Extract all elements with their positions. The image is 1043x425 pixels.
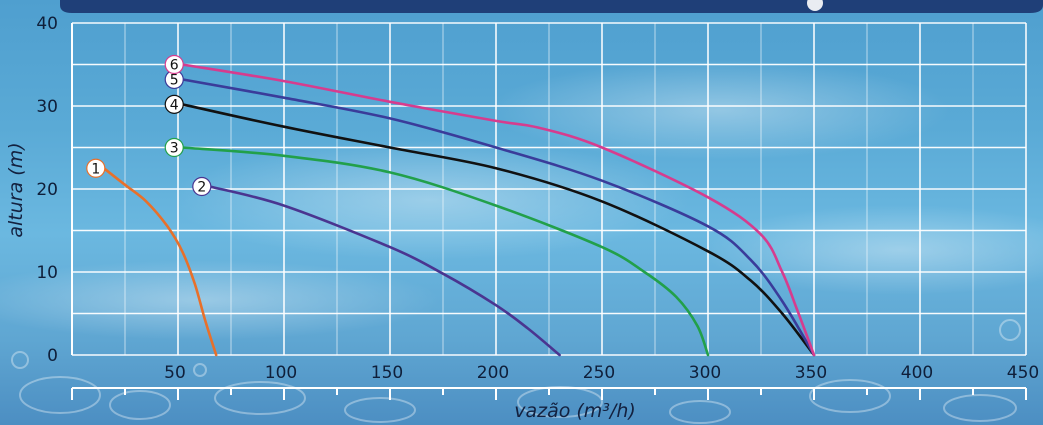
marker-label: 2 xyxy=(197,180,206,196)
y-axis-title: altura (m) xyxy=(5,142,27,237)
marker-circle xyxy=(164,54,184,75)
series-marker-3: 3 xyxy=(164,137,184,158)
series-marker-1: 1 xyxy=(86,158,106,178)
series-marker-6: 6 xyxy=(164,54,184,75)
x-tick-label: 450 xyxy=(1007,363,1039,383)
marker-circle xyxy=(164,94,184,114)
marker-label: 5 xyxy=(170,72,179,88)
series-lines xyxy=(102,63,816,357)
series-line-5 xyxy=(180,78,816,357)
x-axis-title: vazão (m³/h) xyxy=(514,400,636,422)
x-tick-label: 150 xyxy=(371,363,403,383)
y-tick-label: 0 xyxy=(47,346,58,366)
y-tick-label: 10 xyxy=(36,263,58,283)
series-line-6 xyxy=(180,63,816,357)
marker-label: 6 xyxy=(170,58,179,74)
axes xyxy=(71,23,1027,400)
marker-label: 4 xyxy=(170,97,179,113)
y-tick-label: 30 xyxy=(36,97,58,117)
x-tick-label: 350 xyxy=(795,363,827,383)
x-tick-labels: 50 100 150 200 250 300 350 400 450 xyxy=(164,363,1039,383)
marker-circle xyxy=(164,137,184,158)
y-tick-label: 40 xyxy=(36,14,58,34)
series-line-4 xyxy=(180,103,816,357)
y-tick-labels: 0 10 20 30 40 xyxy=(36,14,58,366)
grid xyxy=(71,22,1027,356)
series-marker-4: 4 xyxy=(164,94,184,114)
marker-label: 1 xyxy=(91,161,100,177)
series-line-2 xyxy=(208,185,561,357)
marker-circle xyxy=(86,158,106,178)
y-tick-label: 20 xyxy=(36,180,58,200)
x-tick-label: 200 xyxy=(477,363,509,383)
series-markers: 1 2 3 4 56 xyxy=(86,54,212,197)
series-line-1 xyxy=(102,166,218,357)
x-tick-label: 400 xyxy=(901,363,933,383)
x-tick-label: 50 xyxy=(164,363,186,383)
marker-circle xyxy=(192,176,212,197)
x-tick-label: 100 xyxy=(265,363,297,383)
x-tick-label: 300 xyxy=(689,363,721,383)
marker-label: 3 xyxy=(170,141,179,157)
series-marker-2: 2 xyxy=(192,176,212,197)
x-tick-label: 250 xyxy=(583,363,615,383)
series-line-3 xyxy=(180,146,710,357)
